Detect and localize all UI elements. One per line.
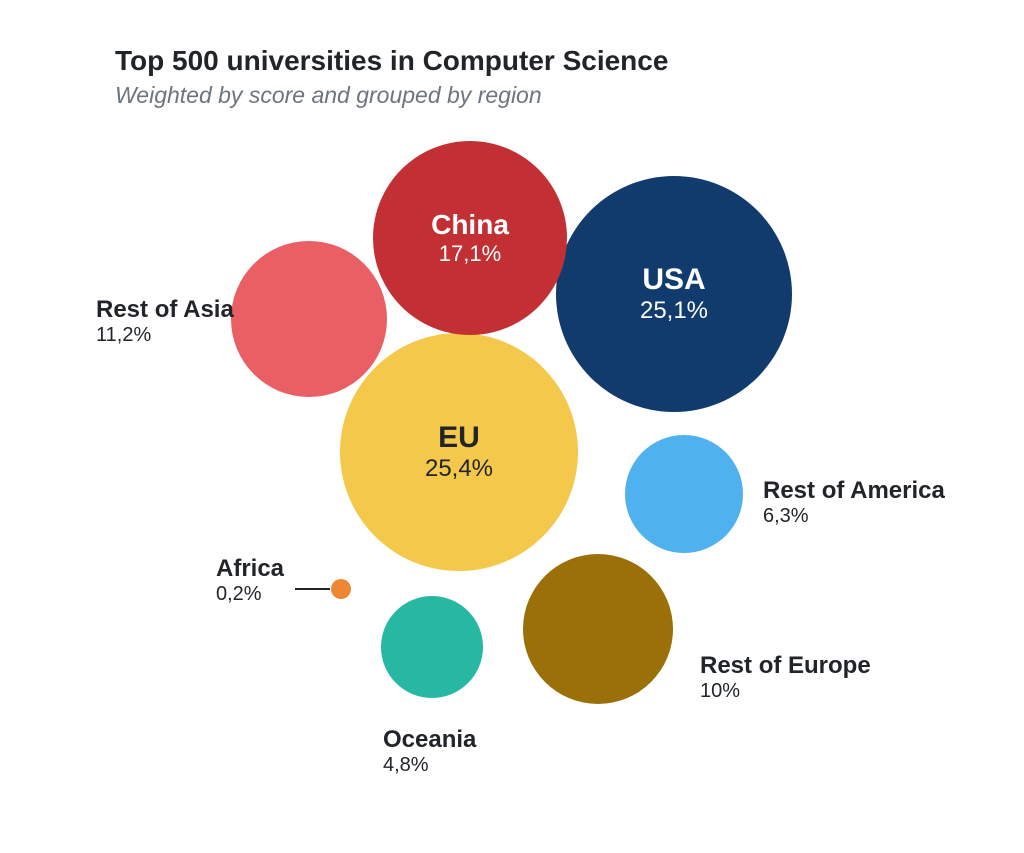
bubble-name-china: China bbox=[431, 209, 509, 241]
bubble-chart: Top 500 universities in Computer Science… bbox=[0, 0, 1024, 853]
bubble-value-china: 17,1% bbox=[431, 241, 509, 267]
ext-name-rest-of-asia: Rest of Asia bbox=[96, 296, 234, 324]
ext-value-rest-of-america: 6,3% bbox=[763, 505, 945, 528]
ext-name-africa: Africa bbox=[216, 555, 284, 583]
bubble-label-eu: EU25,4% bbox=[425, 421, 493, 483]
ext-label-rest-of-asia: Rest of Asia11,2% bbox=[96, 296, 234, 347]
ext-value-oceania: 4,8% bbox=[383, 754, 476, 777]
ext-name-rest-of-america: Rest of America bbox=[763, 477, 945, 505]
bubble-oceania bbox=[381, 596, 483, 698]
ext-label-africa: Africa0,2% bbox=[216, 555, 284, 606]
ext-label-rest-of-america: Rest of America6,3% bbox=[763, 477, 945, 528]
ext-name-oceania: Oceania bbox=[383, 726, 476, 754]
ext-name-rest-of-europe: Rest of Europe bbox=[700, 652, 871, 680]
chart-title: Top 500 universities in Computer Science bbox=[115, 45, 668, 77]
leader-africa bbox=[295, 588, 330, 590]
ext-value-africa: 0,2% bbox=[216, 583, 284, 606]
bubble-value-eu: 25,4% bbox=[425, 455, 493, 483]
ext-label-oceania: Oceania4,8% bbox=[383, 726, 476, 777]
bubble-rest-of-america bbox=[625, 435, 743, 553]
bubble-label-china: China17,1% bbox=[431, 209, 509, 267]
bubble-rest-of-europe bbox=[523, 554, 673, 704]
bubble-rest-of-asia bbox=[231, 241, 387, 397]
bubble-name-usa: USA bbox=[640, 263, 708, 297]
chart-subtitle: Weighted by score and grouped by region bbox=[115, 82, 542, 109]
bubble-africa bbox=[331, 579, 351, 599]
ext-label-rest-of-europe: Rest of Europe10% bbox=[700, 652, 871, 703]
ext-value-rest-of-europe: 10% bbox=[700, 680, 871, 703]
bubble-label-usa: USA25,1% bbox=[640, 263, 708, 325]
bubble-value-usa: 25,1% bbox=[640, 297, 708, 325]
ext-value-rest-of-asia: 11,2% bbox=[96, 324, 234, 347]
bubble-name-eu: EU bbox=[425, 421, 493, 455]
